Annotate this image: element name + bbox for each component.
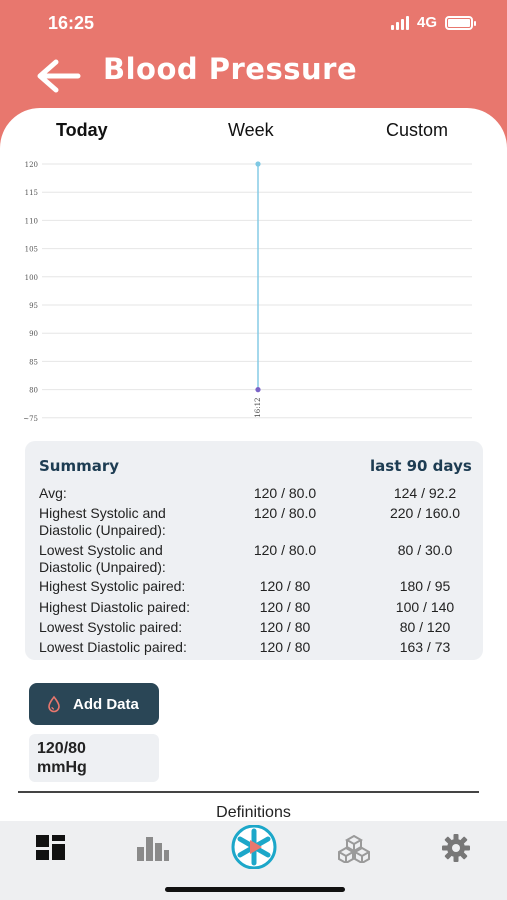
y-tick-label: 95 <box>29 302 38 310</box>
status-bar: 16:25 4G <box>0 0 507 48</box>
y-tick-label: 80 <box>29 387 38 395</box>
summary-row-90-days: 163 / 73 <box>399 639 451 655</box>
summary-row-today: 120 / 80.0 <box>253 485 317 501</box>
reading-value: 120/80 <box>37 740 86 757</box>
latest-reading: 120/80 mmHg <box>29 734 159 782</box>
summary-panel: Summary last 90 days Avg: 120 / 80.0 124… <box>25 441 483 660</box>
y-tick-label: 90 <box>29 330 38 338</box>
summary-row-today: 120 / 80 <box>259 578 311 594</box>
summary-title: Summary <box>39 457 120 475</box>
summary-row-90-days: 80 / 120 <box>399 619 451 635</box>
medical-logo-icon[interactable] <box>228 825 280 869</box>
summary-row-label: Highest Systolic paired: <box>39 578 186 594</box>
definitions-link[interactable]: Definitions <box>216 804 291 821</box>
y-tick-label: 105 <box>25 246 38 254</box>
summary-row-90-days: 80 / 30.0 <box>397 542 453 558</box>
summary-row-today: 120 / 80 <box>259 599 311 615</box>
tab-today[interactable]: Today <box>56 120 108 140</box>
battery-icon <box>445 15 476 30</box>
bottom-tab-bar <box>0 821 507 900</box>
tab-week[interactable]: Week <box>228 120 274 140</box>
summary-row-label: Lowest Systolic paired: <box>39 619 183 635</box>
summary-row-90-days: 180 / 95 <box>399 578 451 594</box>
status-time: 16:25 <box>48 13 95 33</box>
add-data-button[interactable]: Add Data <box>29 683 159 725</box>
dashboard-icon[interactable] <box>36 835 66 861</box>
y-tick-label: 110 <box>25 217 38 225</box>
data-point-systolic <box>255 161 261 167</box>
cubes-icon[interactable] <box>338 835 370 863</box>
bar-chart-icon[interactable] <box>137 833 169 861</box>
summary-row-90-days: 220 / 160.0 <box>389 505 461 521</box>
summary-row-today: 120 / 80 <box>259 619 311 635</box>
period-tabs: Today Week Custom <box>0 120 507 146</box>
add-data-label: Add Data <box>73 695 139 713</box>
status-indicators: 4G <box>390 14 476 31</box>
tab-custom[interactable]: Custom <box>386 120 449 140</box>
summary-period: last 90 days <box>370 457 472 475</box>
summary-row-today: 120 / 80.0 <box>253 505 317 521</box>
bp-chart: 120 115 110 105 100 95 90 85 80 ~75 16:12 <box>23 161 472 423</box>
summary-row-label: Lowest Systolic and Diastolic (Unpaired)… <box>39 542 166 575</box>
summary-row-label: Lowest Diastolic paired: <box>39 639 187 655</box>
y-tick-label: ~75 <box>23 415 38 423</box>
y-tick-label: 115 <box>25 189 38 197</box>
summary-row-90-days: 100 / 140 <box>395 599 455 615</box>
network-type: 4G <box>416 14 437 31</box>
y-tick-label: 100 <box>25 274 38 282</box>
summary-row-label: Highest Systolic and Diastolic (Unpaired… <box>39 505 166 538</box>
signal-icon <box>390 15 409 30</box>
y-tick-label: 120 <box>25 161 38 169</box>
page-title: Blood Pressure <box>103 52 358 86</box>
back-arrow-icon <box>37 59 81 93</box>
summary-row-label: Highest Diastolic paired: <box>39 599 190 615</box>
gear-icon[interactable] <box>441 833 471 863</box>
summary-row-label: Avg: <box>39 485 67 501</box>
divider <box>18 791 479 793</box>
summary-row-90-days: 124 / 92.2 <box>393 485 457 501</box>
summary-row-today: 120 / 80 <box>259 639 311 655</box>
home-indicator <box>165 887 345 892</box>
summary-row-today: 120 / 80.0 <box>253 542 317 558</box>
blood-drop-icon <box>48 695 60 713</box>
data-point-diastolic <box>255 387 261 393</box>
reading-unit: mmHg <box>37 759 87 776</box>
back-button[interactable] <box>34 56 82 96</box>
y-tick-label: 85 <box>29 358 38 366</box>
x-tick-label: 16:12 <box>254 398 262 418</box>
